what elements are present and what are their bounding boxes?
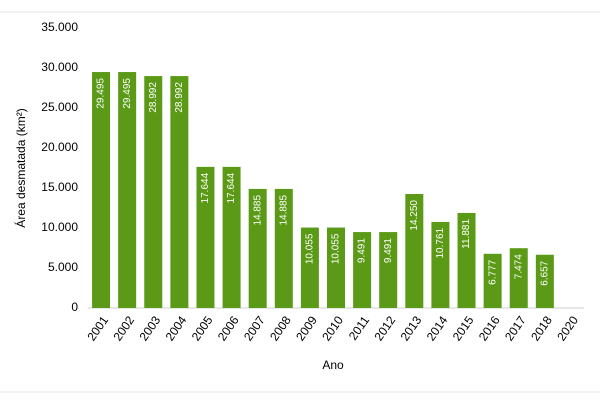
value-label: 10.055 bbox=[331, 233, 342, 264]
x-tick-label: 2009 bbox=[293, 313, 320, 343]
value-label: 14.250 bbox=[409, 200, 420, 231]
value-label: 14.885 bbox=[278, 194, 289, 225]
bar bbox=[196, 166, 215, 308]
x-tick-label: 2006 bbox=[215, 313, 242, 343]
bar bbox=[535, 254, 554, 308]
bar bbox=[327, 227, 345, 308]
y-tick-label: 5.000 bbox=[48, 260, 78, 274]
value-label: 29.495 bbox=[96, 78, 107, 109]
x-tick-label: 2011 bbox=[346, 313, 372, 342]
value-label: 11.881 bbox=[461, 219, 472, 249]
bar bbox=[483, 253, 502, 308]
y-tick-label: 15.000 bbox=[41, 180, 78, 194]
x-tick-label: 2003 bbox=[137, 313, 164, 343]
y-tick-label: 30.000 bbox=[41, 60, 78, 74]
value-label: 28.992 bbox=[148, 82, 159, 113]
bar bbox=[144, 76, 163, 309]
value-label: 9.491 bbox=[357, 238, 368, 263]
value-label: 10.761 bbox=[435, 227, 446, 258]
bar bbox=[92, 72, 111, 308]
value-label: 17.644 bbox=[226, 172, 237, 203]
x-tick-label: 2005 bbox=[189, 313, 216, 343]
x-tick-label: 2004 bbox=[163, 313, 190, 343]
bar bbox=[274, 188, 293, 308]
value-label: 9.491 bbox=[383, 238, 394, 263]
y-tick-label: 0 bbox=[71, 300, 78, 314]
x-tick-label: 2012 bbox=[371, 313, 398, 343]
value-label: 6.777 bbox=[487, 259, 498, 284]
y-tick-label: 35.000 bbox=[41, 20, 78, 34]
x-tick-label: 2016 bbox=[476, 313, 503, 343]
value-label: 29.495 bbox=[122, 78, 133, 109]
x-tick-label: 2014 bbox=[424, 313, 451, 343]
bar bbox=[405, 194, 424, 308]
value-label: 14.885 bbox=[252, 194, 263, 225]
bar bbox=[431, 221, 450, 308]
value-label: 28.992 bbox=[174, 82, 185, 113]
bar bbox=[300, 227, 319, 308]
y-tick-label: 25.000 bbox=[41, 100, 78, 114]
value-label: 6.657 bbox=[539, 260, 550, 285]
x-tick-label: 2010 bbox=[319, 313, 346, 343]
y-tick-label: 20.000 bbox=[41, 140, 78, 154]
x-tick-label: 2015 bbox=[450, 313, 477, 343]
bar bbox=[509, 248, 528, 308]
bar bbox=[118, 72, 137, 308]
y-tick-label: 10.000 bbox=[41, 220, 78, 234]
bar bbox=[170, 76, 189, 309]
bar bbox=[248, 188, 267, 308]
y-axis-title: Área desmatada (km²) bbox=[13, 108, 28, 227]
x-tick-label: 2008 bbox=[267, 313, 294, 343]
x-tick-label: 2020 bbox=[554, 313, 581, 343]
bar bbox=[353, 232, 372, 308]
x-axis-title: Ano bbox=[322, 358, 344, 372]
x-tick-label: 2001 bbox=[84, 313, 111, 343]
bar bbox=[379, 232, 398, 308]
x-tick-label: 2013 bbox=[398, 313, 425, 343]
value-label: 17.644 bbox=[200, 172, 211, 203]
x-tick-label: 2002 bbox=[110, 313, 137, 343]
x-tick-label: 2017 bbox=[502, 313, 529, 343]
x-tick-label: 2007 bbox=[241, 313, 268, 343]
value-label: 10.055 bbox=[305, 233, 316, 264]
value-label: 7.474 bbox=[513, 254, 524, 279]
x-tick-label: 2018 bbox=[528, 313, 555, 343]
bar bbox=[457, 212, 476, 308]
bar bbox=[222, 166, 241, 308]
